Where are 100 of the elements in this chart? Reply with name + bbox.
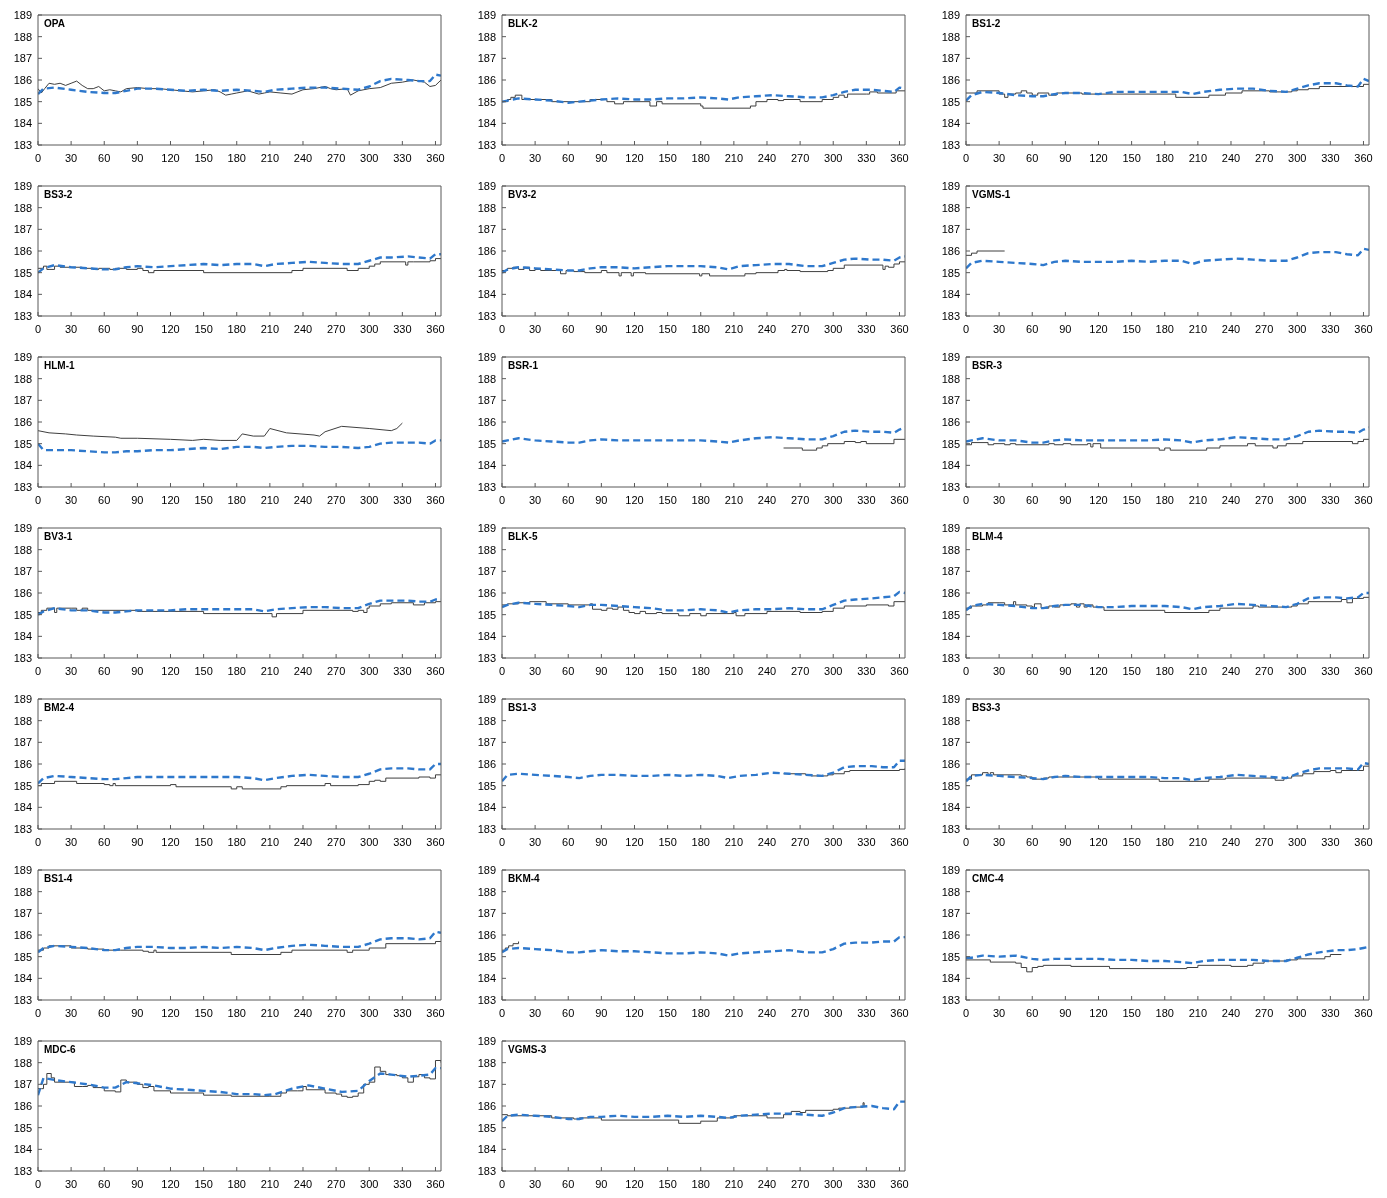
y-tick-label: 186 (941, 73, 960, 86)
y-tick-label: 189 (477, 863, 496, 876)
x-tick-label: 150 (194, 835, 213, 848)
x-tick-label: 240 (757, 151, 777, 164)
y-tick-label: 189 (13, 350, 32, 363)
x-tick-label: 90 (595, 835, 608, 848)
x-tick-label: 270 (790, 493, 810, 506)
x-tick-label: 330 (857, 1006, 876, 1019)
y-tick-label: 183 (477, 651, 496, 664)
x-tick-label: 180 (691, 493, 710, 506)
x-tick-label: 360 (426, 1006, 445, 1019)
y-tick-label: 188 (13, 714, 32, 727)
y-tick-label: 184 (941, 459, 960, 472)
y-tick-label: 183 (13, 138, 32, 151)
x-tick-label: 270 (1254, 322, 1274, 335)
x-tick-label: 300 (360, 1177, 379, 1190)
x-tick-label: 300 (1288, 322, 1307, 335)
x-tick-label: 150 (1122, 151, 1141, 164)
x-tick-label: 270 (790, 1006, 810, 1019)
y-tick-label: 188 (477, 543, 496, 556)
x-tick-label: 30 (65, 493, 78, 506)
x-tick-label: 120 (1089, 322, 1108, 335)
x-tick-label: 360 (426, 151, 445, 164)
y-tick-label: 189 (941, 350, 960, 363)
chart-title: BS3-2 (44, 189, 73, 201)
x-tick-label: 360 (890, 151, 909, 164)
x-tick-label: 330 (393, 1177, 412, 1190)
line-series (38, 73, 441, 96)
y-tick-label: 184 (477, 630, 496, 643)
x-tick-label: 210 (260, 1006, 280, 1019)
y-tick-label: 189 (941, 8, 960, 21)
y-tick-label: 186 (941, 244, 960, 257)
y-tick-label: 189 (941, 692, 960, 705)
x-tick-label: 270 (1254, 151, 1274, 164)
x-tick-label: 180 (227, 1006, 246, 1019)
x-tick-label: 0 (962, 151, 970, 164)
x-tick-label: 240 (757, 1177, 777, 1190)
y-tick-label: 186 (477, 415, 496, 428)
y-tick-label: 186 (477, 1099, 496, 1112)
x-tick-label: 120 (1089, 664, 1108, 677)
x-tick-label: 240 (293, 1006, 313, 1019)
y-tick-label: 185 (477, 1121, 496, 1134)
x-tick-label: 360 (890, 1006, 909, 1019)
x-tick-label: 240 (757, 1006, 777, 1019)
y-tick-label: 184 (13, 1143, 32, 1156)
y-tick-label: 188 (941, 201, 960, 214)
y-tick-label: 189 (477, 8, 496, 21)
y-tick-label: 188 (13, 885, 32, 898)
x-tick-label: 90 (131, 835, 144, 848)
x-tick-label: 150 (1122, 1006, 1141, 1019)
y-tick-label: 188 (477, 372, 496, 385)
y-tick-label: 189 (13, 863, 32, 876)
chart-title: BSR-3 (972, 360, 1003, 372)
x-tick-label: 330 (857, 322, 876, 335)
x-tick-label: 60 (98, 1006, 111, 1019)
x-tick-label: 240 (757, 835, 777, 848)
x-tick-label: 240 (293, 322, 313, 335)
x-tick-label: 180 (1155, 151, 1174, 164)
y-tick-label: 184 (477, 288, 496, 301)
x-tick-label: 0 (962, 322, 970, 335)
y-tick-label: 183 (941, 138, 960, 151)
y-tick-label: 184 (13, 972, 32, 985)
y-tick-label: 185 (941, 266, 960, 279)
x-tick-label: 270 (790, 151, 810, 164)
x-tick-label: 210 (1188, 664, 1208, 677)
y-tick-label: 186 (13, 586, 32, 599)
x-tick-label: 120 (161, 1006, 180, 1019)
x-tick-label: 120 (625, 151, 644, 164)
x-tick-label: 180 (1155, 1006, 1174, 1019)
x-tick-label: 0 (962, 493, 970, 506)
chart-title: OPA (44, 18, 65, 30)
y-tick-label: 189 (941, 863, 960, 876)
x-tick-label: 360 (426, 493, 445, 506)
x-tick-label: 120 (161, 835, 180, 848)
y-tick-label: 187 (13, 223, 32, 236)
x-tick-label: 0 (34, 664, 42, 677)
x-tick-label: 30 (529, 835, 542, 848)
x-tick-label: 330 (1321, 322, 1340, 335)
x-tick-label: 150 (658, 1006, 677, 1019)
x-tick-label: 90 (1059, 493, 1072, 506)
x-tick-label: 300 (1288, 493, 1307, 506)
y-tick-label: 189 (13, 179, 32, 192)
x-tick-label: 210 (1188, 322, 1208, 335)
y-tick-label: 187 (477, 52, 496, 65)
y-tick-label: 185 (13, 608, 32, 621)
chart-title: BS1-3 (508, 702, 537, 714)
chart-title: BKM-4 (508, 873, 540, 885)
y-tick-label: 189 (477, 521, 496, 534)
x-tick-label: 240 (293, 664, 313, 677)
x-tick-label: 180 (227, 493, 246, 506)
x-tick-label: 330 (857, 664, 876, 677)
x-tick-label: 90 (595, 493, 608, 506)
x-tick-label: 150 (194, 1177, 213, 1190)
x-tick-label: 150 (1122, 493, 1141, 506)
y-tick-label: 189 (13, 8, 32, 21)
x-tick-label: 300 (824, 1177, 843, 1190)
x-tick-label: 180 (227, 835, 246, 848)
x-tick-label: 300 (360, 835, 379, 848)
x-tick-label: 210 (724, 1177, 744, 1190)
x-tick-label: 270 (326, 151, 346, 164)
